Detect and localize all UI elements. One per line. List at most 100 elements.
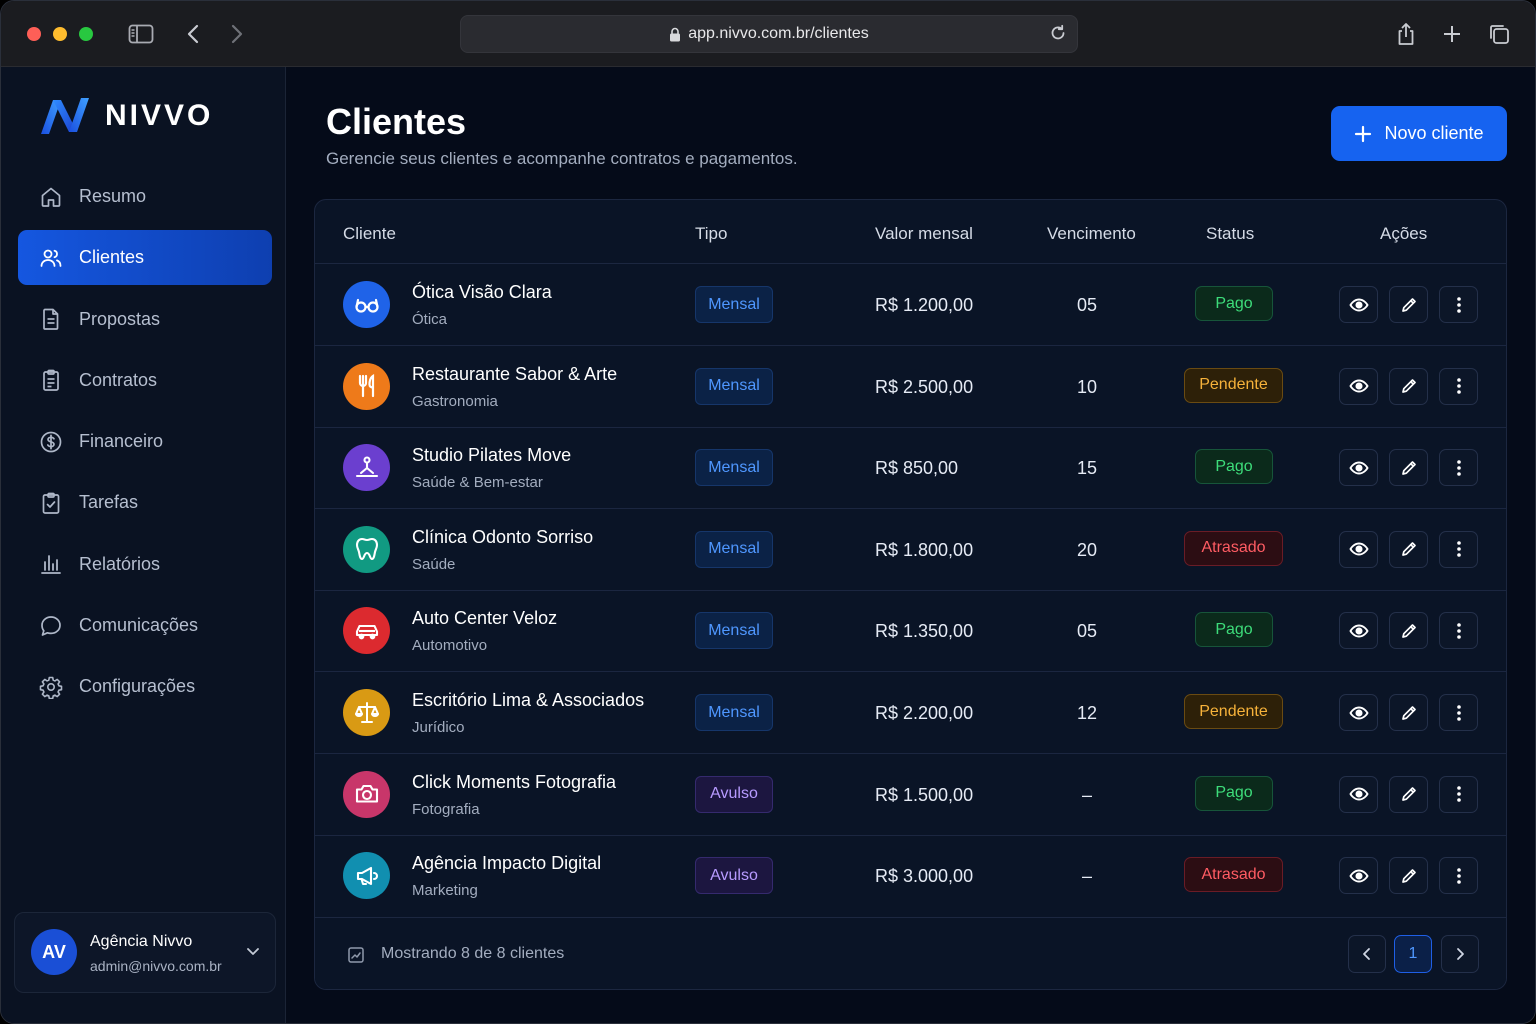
sidebar-item-propostas[interactable]: Propostas bbox=[18, 292, 272, 347]
due-day: 05 bbox=[1076, 621, 1098, 642]
client-name[interactable]: Ótica Visão Clara bbox=[412, 282, 552, 302]
type-badge: Mensal bbox=[695, 367, 773, 405]
view-button[interactable] bbox=[1339, 530, 1378, 568]
sidebar-item-resumo[interactable]: Resumo bbox=[18, 169, 272, 224]
view-button[interactable] bbox=[1339, 286, 1378, 323]
table-row[interactable]: Ótica Visão Clara Ótica Mensal R$ 1.200,00 0… bbox=[315, 264, 1506, 346]
edit-button[interactable] bbox=[1389, 449, 1428, 487]
more-actions-button[interactable] bbox=[1439, 694, 1478, 731]
sidebar-item-relatorios[interactable]: Relatórios bbox=[18, 537, 272, 592]
view-button[interactable] bbox=[1339, 857, 1378, 895]
table-row[interactable]: Restaurante Sabor & Arte Gastronomia Mensa… bbox=[315, 346, 1506, 428]
pagination-next-button[interactable] bbox=[1441, 935, 1479, 973]
client-category: Saúde bbox=[412, 555, 456, 573]
client-name[interactable]: Agência Impacto Digital bbox=[412, 853, 602, 874]
chevron-down-icon[interactable] bbox=[245, 943, 261, 959]
eye-icon bbox=[1348, 298, 1369, 311]
client-name[interactable]: Restaurante Sabor & Arte bbox=[412, 363, 618, 384]
tabs-overview-icon[interactable] bbox=[1484, 19, 1514, 49]
due-day: 10 bbox=[1076, 376, 1098, 397]
due-day: 05 bbox=[1076, 295, 1098, 315]
column-header-valor[interactable]: Valor mensal bbox=[875, 224, 973, 243]
view-button[interactable] bbox=[1339, 612, 1378, 650]
address-bar[interactable]: app.nivvo.com.br/clientes bbox=[460, 15, 1078, 53]
more-vertical-icon bbox=[1456, 704, 1461, 721]
table-info-icon bbox=[347, 946, 365, 964]
table-row[interactable]: Click Moments Fotografia Fotografia Avulso… bbox=[315, 754, 1506, 836]
pencil-icon bbox=[1401, 705, 1416, 720]
new-client-button[interactable]: Novo cliente bbox=[1331, 106, 1507, 161]
document-icon bbox=[38, 306, 64, 332]
table-row[interactable]: Clínica Odonto Sorriso Saúde Mensal R$ 1.80… bbox=[315, 509, 1506, 591]
view-button[interactable] bbox=[1339, 694, 1378, 731]
table-row[interactable]: Studio Pilates Move Saúde & Bem-estar Mens… bbox=[315, 427, 1506, 510]
more-actions-button[interactable] bbox=[1439, 612, 1478, 650]
more-actions-button[interactable] bbox=[1439, 530, 1478, 568]
sidebar-item-configuracoes[interactable]: Configurações bbox=[18, 659, 272, 714]
eye-icon bbox=[1348, 379, 1369, 393]
client-name[interactable]: Studio Pilates Move bbox=[412, 445, 572, 466]
column-header-status[interactable]: Status bbox=[1206, 224, 1255, 243]
column-header-tipo[interactable]: Tipo bbox=[695, 224, 728, 243]
due-day: 20 bbox=[1076, 539, 1098, 560]
view-button[interactable] bbox=[1339, 367, 1378, 405]
more-actions-button[interactable] bbox=[1439, 286, 1478, 323]
sidebar-item-comunicacoes[interactable]: Comunicações bbox=[18, 598, 272, 653]
share-icon[interactable] bbox=[1391, 19, 1421, 49]
edit-button[interactable] bbox=[1389, 530, 1428, 568]
brand-logo[interactable]: NIVVO bbox=[39, 97, 213, 135]
user-menu[interactable]: AV Agência Nivvo admin@nivvo.com.br bbox=[14, 912, 276, 993]
close-window-button[interactable] bbox=[27, 27, 41, 41]
new-tab-icon[interactable] bbox=[1437, 19, 1467, 49]
back-icon[interactable] bbox=[178, 19, 208, 49]
forward-icon[interactable] bbox=[222, 19, 252, 49]
more-actions-button[interactable] bbox=[1439, 367, 1478, 405]
table-row[interactable]: Agência Impacto Digital Marketing Avulso R$… bbox=[315, 835, 1506, 917]
edit-button[interactable] bbox=[1389, 694, 1428, 731]
reload-icon[interactable] bbox=[1049, 24, 1067, 42]
view-button[interactable] bbox=[1339, 775, 1378, 813]
client-name[interactable]: Clínica Odonto Sorriso bbox=[412, 526, 594, 547]
car-icon bbox=[343, 607, 390, 655]
nivvo-logo-icon bbox=[41, 98, 89, 134]
table-row[interactable]: Escritório Lima & Associados Jurídico Mens… bbox=[315, 672, 1506, 754]
camera-icon bbox=[343, 770, 390, 818]
column-header-cliente[interactable]: Cliente bbox=[343, 224, 396, 243]
more-actions-button[interactable] bbox=[1439, 775, 1478, 813]
sidebar-item-label: Configurações bbox=[79, 676, 196, 697]
type-badge: Mensal bbox=[695, 530, 773, 568]
sidebar-item-label: Clientes bbox=[79, 247, 145, 268]
sidebar-item-contratos[interactable]: Contratos bbox=[18, 353, 272, 408]
edit-button[interactable] bbox=[1389, 612, 1428, 650]
sidebar-item-financeiro[interactable]: Financeiro bbox=[18, 414, 272, 469]
view-button[interactable] bbox=[1339, 449, 1378, 487]
pagination-prev-button[interactable] bbox=[1348, 935, 1386, 973]
more-vertical-icon bbox=[1456, 296, 1461, 313]
more-actions-button[interactable] bbox=[1439, 449, 1478, 487]
column-header-acoes: Ações bbox=[1380, 224, 1428, 243]
sidebar-item-clientes[interactable]: Clientes bbox=[18, 230, 272, 286]
due-day: – bbox=[1081, 784, 1092, 805]
glasses-icon bbox=[343, 281, 390, 328]
more-actions-button[interactable] bbox=[1439, 857, 1478, 895]
client-category: Ótica bbox=[412, 311, 448, 328]
client-name[interactable]: Click Moments Fotografia bbox=[412, 771, 617, 792]
status-badge: Pendente bbox=[1184, 694, 1283, 729]
minimize-window-button[interactable] bbox=[53, 27, 67, 41]
client-name[interactable]: Auto Center Veloz bbox=[412, 608, 558, 629]
pagination-page-button[interactable]: 1 bbox=[1394, 935, 1432, 973]
maximize-window-button[interactable] bbox=[79, 27, 93, 41]
pilates-icon bbox=[343, 444, 390, 492]
tooth-icon bbox=[343, 525, 390, 573]
edit-button[interactable] bbox=[1389, 775, 1428, 813]
sidebar-toggle-icon[interactable] bbox=[126, 19, 156, 49]
table-row[interactable]: Auto Center Veloz Automotivo Mensal R$ 1.35… bbox=[315, 590, 1506, 673]
client-name[interactable]: Escritório Lima & Associados bbox=[412, 690, 645, 710]
sidebar: NIVVO Resumo Clientes Propostas bbox=[1, 67, 286, 1023]
edit-button[interactable] bbox=[1389, 367, 1428, 405]
sidebar-item-label: Financeiro bbox=[79, 431, 164, 452]
sidebar-item-tarefas[interactable]: Tarefas bbox=[18, 475, 272, 530]
edit-button[interactable] bbox=[1389, 857, 1428, 895]
column-header-vencimento[interactable]: Vencimento bbox=[1047, 224, 1136, 243]
edit-button[interactable] bbox=[1389, 286, 1428, 323]
